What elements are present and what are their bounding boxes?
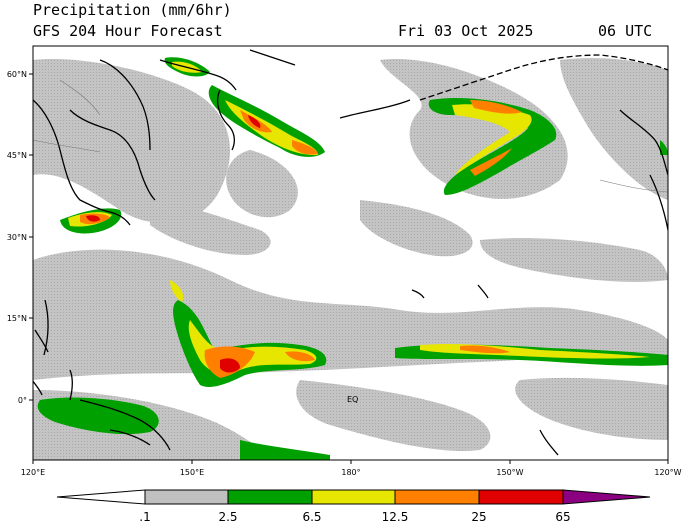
lon-label-150e: 150°E — [180, 468, 204, 477]
valid-date: Fri 03 Oct 2025 — [398, 22, 534, 40]
lat-label-15n: 15°N — [7, 314, 27, 323]
lon-label-120e: 120°E — [21, 468, 45, 477]
colorbar-tick-4: 12.5 — [382, 510, 409, 524]
colorbar-tick-5: 25 — [471, 510, 486, 524]
colorbar-segment-4 — [394, 489, 480, 505]
colorbar-tick-2: 2.5 — [218, 510, 237, 524]
country-borders — [33, 79, 668, 193]
extreme-precip-areas — [86, 115, 261, 373]
lon-label-120w: 120°W — [654, 468, 681, 477]
colorbar-segment-3 — [311, 489, 396, 505]
equator-label: EQ — [347, 395, 358, 404]
lat-label-60n: 60°N — [7, 70, 27, 79]
colorbar-tick-3: 6.5 — [302, 510, 321, 524]
lon-ticks — [32, 460, 669, 464]
colorbar-segment-below — [56, 489, 146, 505]
lat-label-30n: 30°N — [7, 233, 27, 242]
colorbar-tick-1: .1 — [139, 510, 150, 524]
colorbar-segment-5 — [478, 489, 564, 505]
lat-label-0: 0° — [18, 396, 27, 405]
colorbar-segment-1 — [144, 489, 229, 505]
colorbar-tick-6: 65 — [555, 510, 570, 524]
valid-time: 06 UTC — [598, 22, 653, 40]
colorbar-segment-above — [562, 489, 651, 505]
colorbar-segment-2 — [227, 489, 313, 505]
lon-label-180: 180° — [341, 468, 360, 477]
lat-ticks — [29, 73, 33, 401]
forecast-label: GFS 204 Hour Forecast — [33, 22, 223, 40]
colorbar: .1 2.5 6.5 12.5 25 65 — [56, 489, 651, 524]
lon-label-150w: 150°W — [496, 468, 523, 477]
chart-title: Precipitation (mm/6hr) — [33, 1, 232, 19]
lat-label-45n: 45°N — [7, 151, 27, 160]
coastlines — [33, 49, 668, 456]
